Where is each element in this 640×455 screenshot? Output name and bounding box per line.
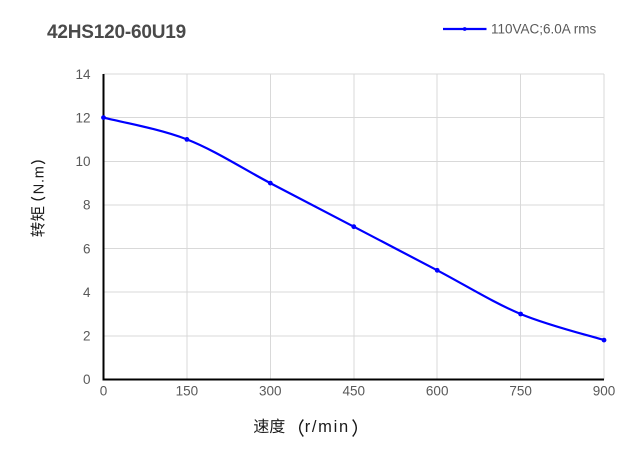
svg-text:900: 900 bbox=[593, 383, 616, 398]
svg-text:0: 0 bbox=[100, 383, 108, 398]
svg-text:110VAC;6.0A rms: 110VAC;6.0A rms bbox=[491, 22, 597, 37]
svg-text:N.m: N.m bbox=[32, 166, 48, 195]
svg-text:0: 0 bbox=[83, 372, 91, 387]
svg-text:8: 8 bbox=[83, 198, 91, 213]
svg-text:150: 150 bbox=[176, 383, 199, 398]
svg-text:450: 450 bbox=[343, 383, 366, 398]
svg-text:42HS120-60U19: 42HS120-60U19 bbox=[47, 22, 186, 43]
svg-text:10: 10 bbox=[75, 154, 90, 169]
svg-text:12: 12 bbox=[75, 110, 90, 125]
svg-text:14: 14 bbox=[75, 67, 91, 82]
svg-text:300: 300 bbox=[259, 383, 282, 398]
svg-text:600: 600 bbox=[426, 383, 449, 398]
svg-text:6: 6 bbox=[83, 241, 91, 256]
svg-text:750: 750 bbox=[509, 383, 532, 398]
svg-text:2: 2 bbox=[83, 329, 91, 344]
svg-text:4: 4 bbox=[83, 285, 91, 300]
svg-text:r/min: r/min bbox=[305, 418, 350, 436]
